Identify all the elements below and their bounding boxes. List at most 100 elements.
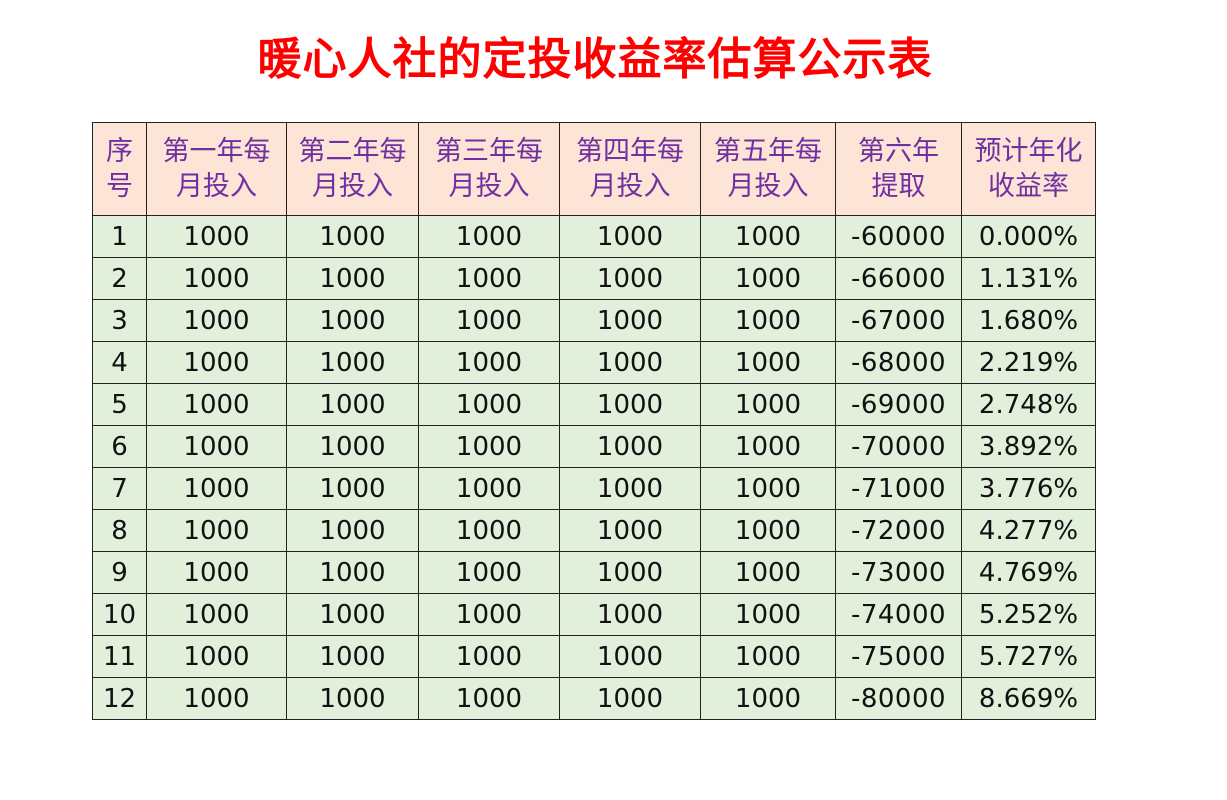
header-year1-monthly: 第一年每 月投入 [146, 122, 287, 216]
cell-year6-withdraw: -60000 [835, 215, 962, 258]
cell-year1: 1000 [146, 467, 287, 510]
cell-year2: 1000 [286, 425, 419, 468]
table-row: 6 1000 1000 1000 1000 1000 -70000 3.892% [92, 425, 1096, 468]
cell-index: 1 [92, 215, 147, 258]
cell-year4: 1000 [559, 257, 701, 300]
cell-year1: 1000 [146, 215, 287, 258]
cell-year5: 1000 [700, 425, 836, 468]
cell-year4: 1000 [559, 593, 701, 636]
cell-year4: 1000 [559, 677, 701, 720]
cell-year6-withdraw: -80000 [835, 677, 962, 720]
cell-annual-return: 4.277% [961, 509, 1096, 552]
cell-year1: 1000 [146, 635, 287, 678]
cell-annual-return: 4.769% [961, 551, 1096, 594]
cell-year5: 1000 [700, 467, 836, 510]
cell-year4: 1000 [559, 425, 701, 468]
cell-year1: 1000 [146, 509, 287, 552]
cell-year6-withdraw: -75000 [835, 635, 962, 678]
cell-year5: 1000 [700, 593, 836, 636]
cell-year4: 1000 [559, 383, 701, 426]
cell-year2: 1000 [286, 677, 419, 720]
header-year5-monthly: 第五年每 月投入 [700, 122, 836, 216]
cell-year5: 1000 [700, 299, 836, 342]
table-row: 9 1000 1000 1000 1000 1000 -73000 4.769% [92, 551, 1096, 594]
cell-year6-withdraw: -72000 [835, 509, 962, 552]
cell-year5: 1000 [700, 635, 836, 678]
cell-year4: 1000 [559, 551, 701, 594]
page-title: 暖心人社的定投收益率估算公示表 [257, 34, 933, 85]
cell-year3: 1000 [418, 467, 560, 510]
table-row: 10 1000 1000 1000 1000 1000 -74000 5.252% [92, 593, 1096, 636]
cell-annual-return: 8.669% [961, 677, 1096, 720]
cell-year3: 1000 [418, 677, 560, 720]
cell-year6-withdraw: -69000 [835, 383, 962, 426]
cell-year6-withdraw: -71000 [835, 467, 962, 510]
cell-year3: 1000 [418, 299, 560, 342]
cell-year2: 1000 [286, 215, 419, 258]
cell-year6-withdraw: -73000 [835, 551, 962, 594]
table-row: 3 1000 1000 1000 1000 1000 -67000 1.680% [92, 299, 1096, 342]
cell-year4: 1000 [559, 509, 701, 552]
cell-year3: 1000 [418, 509, 560, 552]
cell-year4: 1000 [559, 635, 701, 678]
cell-index: 6 [92, 425, 147, 468]
cell-year3: 1000 [418, 635, 560, 678]
cell-year5: 1000 [700, 257, 836, 300]
cell-year2: 1000 [286, 257, 419, 300]
cell-year5: 1000 [700, 383, 836, 426]
cell-year4: 1000 [559, 215, 701, 258]
cell-year6-withdraw: -67000 [835, 299, 962, 342]
cell-index: 3 [92, 299, 147, 342]
cell-year1: 1000 [146, 677, 287, 720]
header-index: 序号 [92, 122, 147, 216]
cell-year1: 1000 [146, 383, 287, 426]
cell-year3: 1000 [418, 215, 560, 258]
cell-year6-withdraw: -74000 [835, 593, 962, 636]
cell-year2: 1000 [286, 635, 419, 678]
cell-year2: 1000 [286, 593, 419, 636]
estimate-table: 序号 第一年每 月投入 第二年每 月投入 第三年每 月投入 第四年每 月投入 第五年每月… [92, 122, 1096, 720]
cell-annual-return: 2.219% [961, 341, 1096, 384]
cell-year4: 1000 [559, 299, 701, 342]
table-row: 12 1000 1000 1000 1000 1000 -80000 8.669% [92, 677, 1096, 720]
table-row: 7 1000 1000 1000 1000 1000 -71000 3.776% [92, 467, 1096, 510]
cell-year2: 1000 [286, 467, 419, 510]
table-row: 2 1000 1000 1000 1000 1000 -66000 1.131% [92, 257, 1096, 300]
cell-year3: 1000 [418, 551, 560, 594]
cell-year5: 1000 [700, 215, 836, 258]
table-row: 8 1000 1000 1000 1000 1000 -72000 4.277% [92, 509, 1096, 552]
cell-year4: 1000 [559, 467, 701, 510]
table-row: 4 1000 1000 1000 1000 1000 -68000 2.219% [92, 341, 1096, 384]
cell-index: 8 [92, 509, 147, 552]
cell-year5: 1000 [700, 509, 836, 552]
cell-annual-return: 3.776% [961, 467, 1096, 510]
table-row: 11 1000 1000 1000 1000 1000 -75000 5.727% [92, 635, 1096, 678]
cell-annual-return: 2.748% [961, 383, 1096, 426]
cell-annual-return: 0.000% [961, 215, 1096, 258]
cell-year6-withdraw: -66000 [835, 257, 962, 300]
cell-year5: 1000 [700, 341, 836, 384]
cell-year2: 1000 [286, 509, 419, 552]
cell-year3: 1000 [418, 383, 560, 426]
cell-year1: 1000 [146, 593, 287, 636]
cell-annual-return: 1.131% [961, 257, 1096, 300]
cell-year2: 1000 [286, 341, 419, 384]
cell-index: 10 [92, 593, 147, 636]
header-year3-monthly: 第三年每 月投入 [418, 122, 560, 216]
cell-year3: 1000 [418, 257, 560, 300]
cell-year1: 1000 [146, 257, 287, 300]
cell-year5: 1000 [700, 677, 836, 720]
cell-year1: 1000 [146, 299, 287, 342]
cell-year3: 1000 [418, 593, 560, 636]
cell-year2: 1000 [286, 299, 419, 342]
header-year6-withdraw: 第六年 提取 [835, 122, 962, 216]
cell-annual-return: 1.680% [961, 299, 1096, 342]
cell-year3: 1000 [418, 341, 560, 384]
cell-index: 2 [92, 257, 147, 300]
cell-year1: 1000 [146, 425, 287, 468]
cell-year4: 1000 [559, 341, 701, 384]
cell-year2: 1000 [286, 551, 419, 594]
cell-index: 4 [92, 341, 147, 384]
header-year2-monthly: 第二年每 月投入 [286, 122, 419, 216]
table-row: 5 1000 1000 1000 1000 1000 -69000 2.748% [92, 383, 1096, 426]
